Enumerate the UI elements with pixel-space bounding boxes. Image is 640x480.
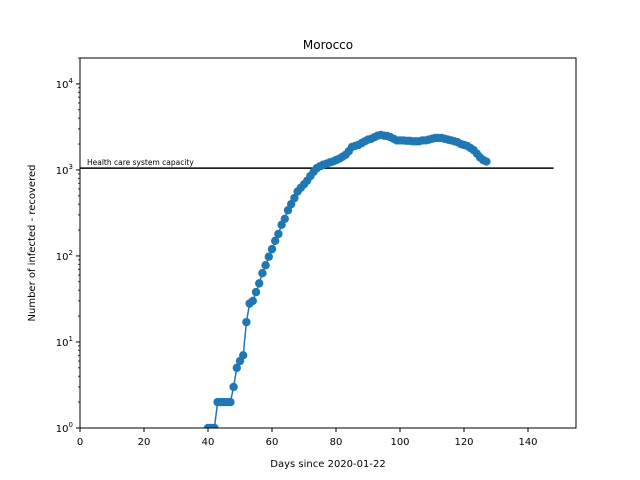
x-tick-label: 0 bbox=[77, 437, 83, 448]
plot-content bbox=[80, 130, 554, 428]
data-point bbox=[482, 157, 491, 166]
y-tick-label: 104 bbox=[56, 77, 74, 91]
x-tick-label: 80 bbox=[330, 437, 343, 448]
data-point bbox=[258, 269, 267, 278]
y-tick-label: 101 bbox=[56, 335, 73, 349]
x-tick-label: 40 bbox=[202, 437, 215, 448]
chart-title: Morocco bbox=[303, 38, 353, 52]
data-point bbox=[251, 287, 261, 297]
x-tick-label: 60 bbox=[266, 437, 279, 448]
data-point bbox=[274, 229, 283, 239]
data-point bbox=[210, 423, 219, 428]
y-axis: 100 101 102 103 104 bbox=[56, 57, 80, 435]
capacity-line-label: Health care system capacity bbox=[87, 158, 194, 167]
y-tick-label: 102 bbox=[56, 249, 73, 263]
data-point bbox=[290, 193, 299, 203]
series-line bbox=[208, 134, 487, 428]
plot-area bbox=[80, 130, 554, 428]
data-point bbox=[261, 261, 270, 270]
y-axis-label: Number of infected - recovered bbox=[27, 165, 38, 322]
data-point bbox=[264, 252, 273, 261]
x-axis-label: Days since 2020-01-22 bbox=[270, 459, 385, 470]
data-point bbox=[229, 382, 238, 392]
data-point bbox=[226, 397, 235, 407]
x-tick-label: 120 bbox=[454, 437, 473, 448]
x-tick-label: 140 bbox=[518, 437, 537, 448]
data-point bbox=[267, 244, 277, 254]
data-point bbox=[239, 351, 248, 360]
data-point bbox=[271, 236, 280, 245]
y-tick-label: 100 bbox=[56, 421, 73, 435]
data-point bbox=[232, 363, 241, 373]
data-point bbox=[255, 279, 264, 288]
x-tick-label: 20 bbox=[138, 437, 151, 448]
plot-frame bbox=[79, 57, 577, 429]
x-axis: 0 20 40 60 80 100 120 140 bbox=[77, 428, 538, 448]
data-point bbox=[248, 296, 257, 306]
data-point bbox=[242, 317, 251, 327]
data-point bbox=[280, 214, 289, 224]
x-tick-label: 100 bbox=[390, 437, 409, 448]
y-tick-label: 103 bbox=[56, 163, 73, 177]
